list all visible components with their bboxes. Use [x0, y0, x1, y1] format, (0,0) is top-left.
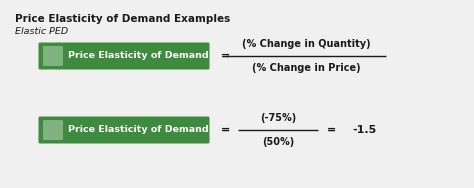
Text: Price Elasticity of Demand: Price Elasticity of Demand: [68, 52, 209, 61]
FancyBboxPatch shape: [38, 42, 210, 70]
Text: (50%): (50%): [262, 137, 294, 147]
Text: (% Change in Quantity): (% Change in Quantity): [242, 39, 370, 49]
FancyBboxPatch shape: [43, 120, 63, 140]
Text: Price Elasticity of Demand Examples: Price Elasticity of Demand Examples: [15, 14, 230, 24]
Text: (-75%): (-75%): [260, 113, 296, 123]
Text: (% Change in Price): (% Change in Price): [252, 63, 360, 73]
Text: Price Elasticity of Demand: Price Elasticity of Demand: [68, 126, 209, 134]
FancyBboxPatch shape: [38, 117, 210, 143]
Text: Elastic PED: Elastic PED: [15, 27, 68, 36]
FancyBboxPatch shape: [43, 46, 63, 66]
Text: =: =: [221, 51, 231, 61]
Text: -1.5: -1.5: [352, 125, 376, 135]
Text: =: =: [328, 125, 337, 135]
Text: =: =: [221, 125, 231, 135]
